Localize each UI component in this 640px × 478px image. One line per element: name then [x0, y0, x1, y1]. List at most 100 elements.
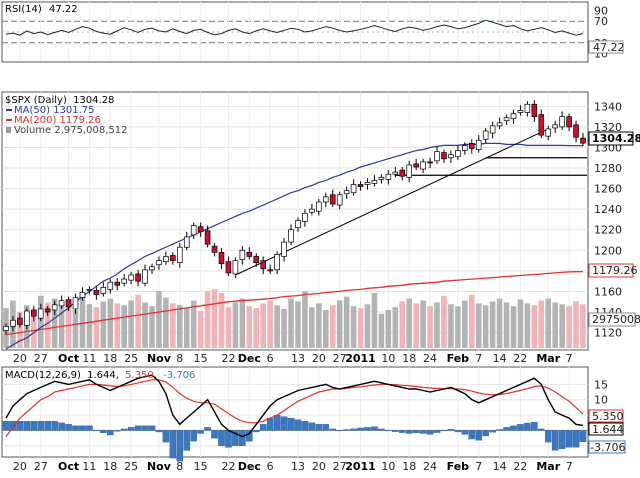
- candle-body: [441, 152, 447, 160]
- macd-histogram-bar: [405, 430, 413, 434]
- macd-histogram-bar: [65, 424, 72, 431]
- x-tick-label-top: 25: [124, 352, 138, 365]
- candle-body: [364, 182, 371, 185]
- macd-histogram-bar: [538, 428, 545, 431]
- macd-legend: MACD(12,26,9) 1.644, 5.350, -3.706: [5, 370, 195, 381]
- macd-histogram-bar: [190, 430, 197, 442]
- volume-bar: [239, 298, 246, 348]
- candle-body: [107, 281, 114, 290]
- macd-histogram-bar: [44, 421, 51, 431]
- macd-histogram-bar: [204, 427, 211, 431]
- volume-bar: [17, 311, 23, 348]
- volume-bar: [496, 298, 503, 348]
- rsi-value-box-label: 47.22: [593, 41, 625, 54]
- volume-bar: [392, 307, 399, 348]
- volume-bar: [128, 300, 134, 348]
- x-tick-label-bottom: 24: [423, 460, 437, 473]
- x-tick-label-top: 18: [103, 352, 117, 365]
- macd-histogram-bar: [169, 430, 177, 459]
- volume-bar: [177, 305, 183, 348]
- x-tick-label-top: Mar: [536, 352, 560, 365]
- macd-histogram-bar: [246, 430, 253, 442]
- macd-histogram-bar: [440, 430, 448, 432]
- candle-body: [371, 180, 378, 184]
- volume-bar: [531, 305, 538, 348]
- price-tick-label: 1200: [594, 244, 622, 257]
- candle-body: [239, 249, 246, 260]
- volume-bar: [218, 292, 225, 348]
- macd-histogram-bar: [371, 426, 378, 431]
- macd-histogram-bar: [211, 430, 218, 439]
- price-legend-title: $SPX (Daily) 1304.28: [5, 95, 114, 106]
- candle-body: [336, 194, 343, 206]
- macd-histogram-bar: [503, 427, 510, 431]
- macd-histogram-bar: [51, 421, 58, 431]
- candle-body: [253, 256, 260, 263]
- volume-bar: [468, 294, 475, 348]
- candle-body: [323, 196, 329, 203]
- volume-bar: [559, 304, 565, 348]
- rsi-legend: RSI(14) 47.22: [5, 4, 78, 15]
- x-tick-label-top: 7: [475, 352, 482, 365]
- x-tick-label-top: 8: [176, 352, 183, 365]
- macd-histogram-bar: [544, 430, 552, 443]
- candle-body: [420, 161, 426, 170]
- volume-bar: [121, 305, 127, 348]
- x-tick-label-bottom: Mar: [536, 460, 560, 473]
- candle-body: [10, 319, 16, 327]
- candle-body: [100, 286, 107, 294]
- candle-body: [455, 150, 461, 158]
- x-tick-label-bottom: 22: [513, 460, 527, 473]
- volume-bar: [183, 308, 190, 348]
- macd-histogram-bar: [572, 430, 580, 448]
- volume-bar: [44, 302, 51, 348]
- price-tick-label: 1220: [594, 224, 622, 237]
- ma200-box: [588, 263, 634, 278]
- volume-bar: [448, 304, 454, 348]
- x-tick-label-top: 7: [566, 352, 573, 365]
- volume-bar: [211, 289, 218, 348]
- volume-bar: [302, 291, 308, 348]
- macd-signal-box-label: 5.350: [592, 410, 624, 423]
- macd-histogram-bar: [120, 428, 128, 431]
- volume-bar: [253, 308, 260, 348]
- volume-bar: [135, 294, 141, 348]
- macd-histogram-bar: [315, 424, 323, 431]
- volume-bar: [163, 297, 169, 348]
- x-tick-label-bottom: 22: [221, 460, 235, 473]
- macd-histogram-bar: [447, 429, 455, 431]
- macd-histogram-bar: [239, 430, 246, 446]
- ma200-line: [5, 270, 584, 336]
- x-tick-label-top: 20: [13, 352, 27, 365]
- macd-histogram-bar: [392, 430, 399, 432]
- volume-bar: [566, 306, 572, 348]
- macd-histogram-bar: [454, 430, 462, 433]
- candle-body: [350, 184, 357, 194]
- price-tick-label: 1240: [594, 203, 622, 216]
- candle-body: [37, 308, 44, 319]
- candle-body: [79, 292, 86, 298]
- macd-histogram-bar: [489, 430, 496, 433]
- macd-histogram-bar: [378, 428, 385, 431]
- macd-histogram-bar: [155, 430, 163, 433]
- macd-histogram-bar: [287, 417, 295, 431]
- volume-bar: [309, 307, 315, 348]
- macd-histogram-bar: [565, 430, 573, 448]
- x-tick-label-bottom: 27: [333, 460, 347, 473]
- macd-histogram-bar: [350, 428, 357, 431]
- macd-histogram-bar: [225, 430, 232, 448]
- macd-histogram-bar: [266, 417, 274, 431]
- volume-bar: [482, 305, 489, 348]
- x-tick-label-top: Nov: [147, 352, 172, 365]
- x-tick-label-bottom: 18: [402, 460, 416, 473]
- candle-body: [475, 139, 482, 150]
- candle-body: [545, 128, 552, 137]
- rsi-overbought-fill: [482, 20, 490, 22]
- candle-body: [496, 122, 503, 127]
- x-tick-label-top: 24: [423, 352, 437, 365]
- macd-histogram-bar: [162, 430, 170, 443]
- x-tick-label-top: 10: [381, 352, 395, 365]
- macd-histogram-bar: [23, 421, 31, 431]
- macd-histogram-bar: [496, 429, 503, 431]
- x-tick-label-bottom: 8: [176, 460, 183, 473]
